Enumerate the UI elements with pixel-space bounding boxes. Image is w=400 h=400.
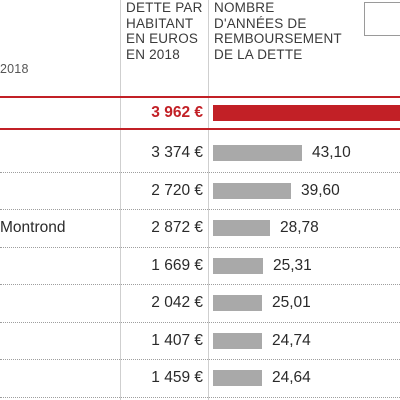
row-bar [213,295,262,311]
row-separator [0,209,400,210]
highlight-debt: 3 962 € [151,104,203,121]
row-separator [0,171,400,173]
highlight-row [0,96,400,130]
highlight-bar [213,105,400,121]
row-bar [213,182,291,199]
row-bar [213,370,262,386]
row-debt: 1 407 € [151,331,203,349]
row-debt: 2 872 € [151,219,203,236]
row-years: 24,74 [272,331,311,349]
row-years: 43,10 [312,144,351,161]
row-separator [0,284,400,285]
row-years: 28,78 [280,219,319,236]
row-bar [213,332,262,349]
row-bar [213,220,270,236]
row-debt: 2 720 € [151,181,203,199]
row-debt: 2 042 € [151,294,203,311]
row-separator [0,246,400,248]
row-bar [213,257,263,274]
row-separator [0,396,400,398]
column-divider-years [208,0,209,400]
row-years: 39,60 [301,181,340,199]
row-years: 25,31 [273,256,312,274]
row-separator [0,359,400,360]
column-divider-debt [120,0,121,400]
row-debt: 3 374 € [151,144,203,161]
header-year-label: 2018 [0,62,29,76]
row-debt: 1 459 € [151,369,203,386]
row-name: Montrond [0,219,66,236]
row-bar [213,145,302,161]
header-repayment-years: NOMBRE D'ANNÉES DE REMBOURSEMENT DE LA D… [214,0,342,62]
row-years: 24,64 [272,369,311,386]
row-debt: 1 669 € [151,256,203,274]
legend-box [364,2,400,36]
header-debt-per-capita: DETTE PAR HABITANT EN EUROS EN 2018 [126,0,203,62]
row-separator [0,321,400,323]
row-years: 25,01 [272,294,311,311]
